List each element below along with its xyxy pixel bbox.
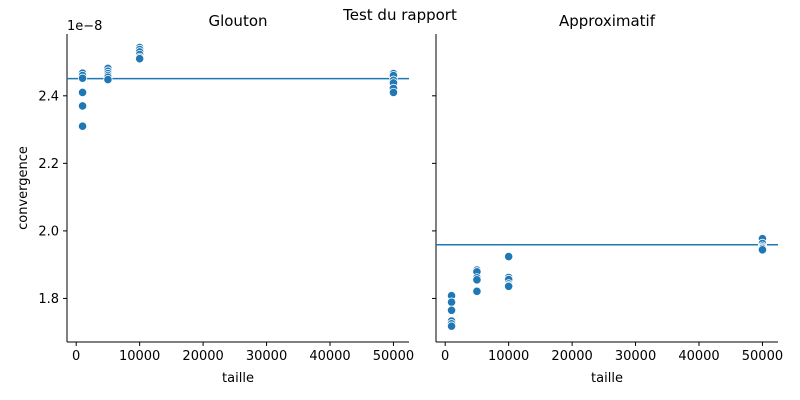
data-point-approximatif (472, 286, 482, 296)
y-tick-label-glouton: 2.2 (38, 157, 59, 172)
x-axis-label-glouton: taille (222, 371, 254, 386)
data-point-approximatif (446, 297, 457, 307)
x-tick-label-glouton: 20000 (182, 349, 223, 364)
x-tick-label-glouton: 50000 (373, 349, 414, 364)
data-point-approximatif (446, 305, 457, 315)
x-tick-label-glouton: 10000 (119, 349, 160, 364)
x-tick-label-approximatif: 0 (441, 349, 449, 364)
panel-approximatif: Approximatif taille 0 10000 20000 30000 4000… (432, 12, 783, 386)
data-point-glouton (77, 101, 88, 111)
panel-glouton: Glouton taille 0 10000 20000 30000 40000 5000… (38, 12, 414, 386)
data-point-glouton (103, 74, 113, 85)
data-point-glouton (77, 87, 88, 98)
data-point-approximatif (504, 251, 514, 262)
figure-title: Test du rapport (342, 6, 457, 24)
y-tick-label-glouton: 1.8 (38, 292, 59, 307)
x-tick-label-glouton: 30000 (246, 349, 287, 364)
data-point-glouton (77, 73, 88, 83)
y-axis-label: convergence (16, 146, 31, 230)
data-point-approximatif (504, 281, 514, 291)
panel-title-approximatif: Approximatif (559, 12, 656, 30)
y-tick-label-glouton: 2.4 (38, 89, 59, 104)
y-tick-label-glouton: 2.0 (38, 224, 59, 239)
data-point-approximatif (446, 321, 457, 331)
x-tick-label-approximatif: 30000 (615, 349, 656, 364)
data-point-approximatif (757, 245, 768, 255)
data-point-glouton (135, 54, 145, 64)
x-tick-label-glouton: 40000 (309, 349, 350, 364)
x-tick-label-approximatif: 10000 (488, 349, 529, 364)
data-point-approximatif (472, 275, 482, 285)
panel-title-glouton: Glouton (208, 12, 267, 30)
x-tick-label-approximatif: 40000 (678, 349, 719, 364)
x-tick-label-approximatif: 50000 (742, 349, 783, 364)
data-point-glouton (388, 87, 399, 98)
x-tick-label-approximatif: 20000 (551, 349, 592, 364)
x-axis-label-approximatif: taille (591, 371, 623, 386)
x-tick-label-glouton: 0 (72, 349, 80, 364)
y-offset-label: 1e−8 (67, 19, 102, 34)
data-point-glouton (77, 121, 88, 131)
